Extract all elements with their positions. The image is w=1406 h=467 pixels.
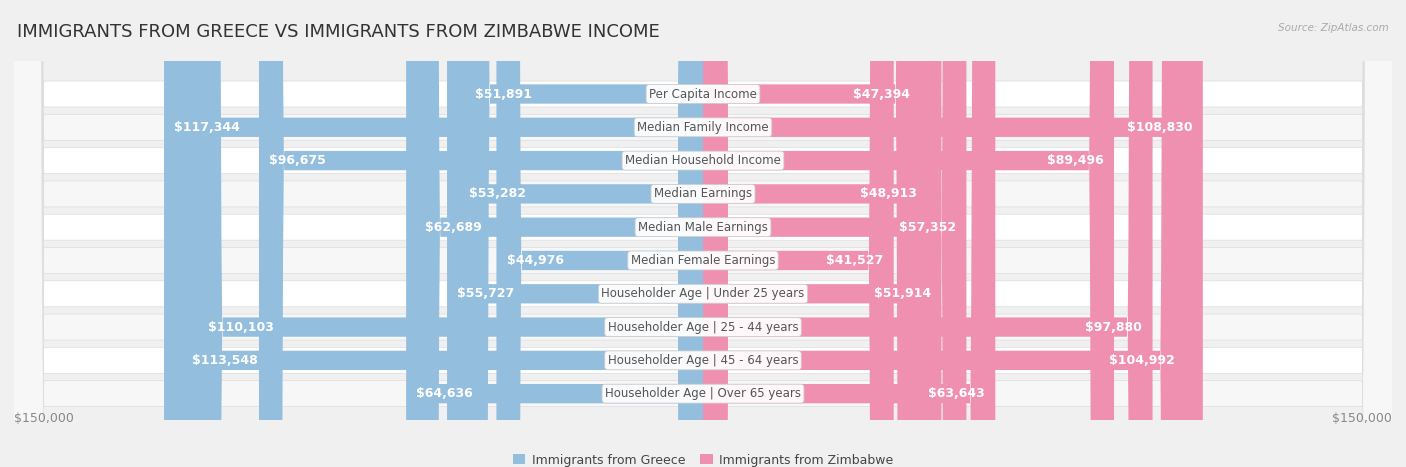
Text: $104,992: $104,992 xyxy=(1109,354,1175,367)
Text: $57,352: $57,352 xyxy=(898,221,956,234)
Text: $41,527: $41,527 xyxy=(827,254,883,267)
Text: $117,344: $117,344 xyxy=(174,121,240,134)
FancyBboxPatch shape xyxy=(7,0,1399,467)
FancyBboxPatch shape xyxy=(406,0,703,467)
Text: $113,548: $113,548 xyxy=(191,354,257,367)
FancyBboxPatch shape xyxy=(197,0,703,467)
FancyBboxPatch shape xyxy=(703,0,942,467)
FancyBboxPatch shape xyxy=(415,0,703,467)
FancyBboxPatch shape xyxy=(7,0,1399,467)
FancyBboxPatch shape xyxy=(7,0,1399,467)
Text: Median Family Income: Median Family Income xyxy=(637,121,769,134)
Text: $89,496: $89,496 xyxy=(1047,154,1104,167)
FancyBboxPatch shape xyxy=(7,0,1399,467)
FancyBboxPatch shape xyxy=(464,0,703,467)
FancyBboxPatch shape xyxy=(7,0,1399,467)
FancyBboxPatch shape xyxy=(703,0,995,467)
Text: Householder Age | Under 25 years: Householder Age | Under 25 years xyxy=(602,287,804,300)
Text: $96,675: $96,675 xyxy=(270,154,326,167)
Text: Source: ZipAtlas.com: Source: ZipAtlas.com xyxy=(1278,23,1389,33)
FancyBboxPatch shape xyxy=(703,0,1153,467)
Text: Per Capita Income: Per Capita Income xyxy=(650,87,756,100)
Text: Median Household Income: Median Household Income xyxy=(626,154,780,167)
Text: $44,976: $44,976 xyxy=(506,254,564,267)
FancyBboxPatch shape xyxy=(7,0,1399,467)
Text: $97,880: $97,880 xyxy=(1085,320,1142,333)
Text: Householder Age | Over 65 years: Householder Age | Over 65 years xyxy=(605,387,801,400)
Text: $63,643: $63,643 xyxy=(928,387,986,400)
FancyBboxPatch shape xyxy=(259,0,703,467)
Text: $108,830: $108,830 xyxy=(1126,121,1192,134)
Text: IMMIGRANTS FROM GREECE VS IMMIGRANTS FROM ZIMBABWE INCOME: IMMIGRANTS FROM GREECE VS IMMIGRANTS FRO… xyxy=(17,23,659,42)
FancyBboxPatch shape xyxy=(703,0,1185,467)
FancyBboxPatch shape xyxy=(7,0,1399,467)
Text: $110,103: $110,103 xyxy=(208,320,274,333)
Text: $48,913: $48,913 xyxy=(860,187,917,200)
Legend: Immigrants from Greece, Immigrants from Zimbabwe: Immigrants from Greece, Immigrants from … xyxy=(508,449,898,467)
Text: $51,891: $51,891 xyxy=(475,87,531,100)
Text: $53,282: $53,282 xyxy=(468,187,526,200)
Text: Householder Age | 45 - 64 years: Householder Age | 45 - 64 years xyxy=(607,354,799,367)
FancyBboxPatch shape xyxy=(496,0,703,467)
Text: $51,914: $51,914 xyxy=(875,287,931,300)
Text: $150,000: $150,000 xyxy=(14,412,75,425)
FancyBboxPatch shape xyxy=(703,0,928,467)
Text: Median Earnings: Median Earnings xyxy=(654,187,752,200)
FancyBboxPatch shape xyxy=(703,0,1114,467)
Text: Median Male Earnings: Median Male Earnings xyxy=(638,221,768,234)
FancyBboxPatch shape xyxy=(703,0,966,467)
FancyBboxPatch shape xyxy=(7,0,1399,467)
FancyBboxPatch shape xyxy=(458,0,703,467)
FancyBboxPatch shape xyxy=(447,0,703,467)
Text: $55,727: $55,727 xyxy=(457,287,515,300)
Text: $64,636: $64,636 xyxy=(416,387,474,400)
FancyBboxPatch shape xyxy=(7,0,1399,467)
Text: Median Female Earnings: Median Female Earnings xyxy=(631,254,775,267)
Text: $47,394: $47,394 xyxy=(853,87,910,100)
Text: $150,000: $150,000 xyxy=(1331,412,1392,425)
FancyBboxPatch shape xyxy=(703,0,921,467)
FancyBboxPatch shape xyxy=(7,0,1399,467)
FancyBboxPatch shape xyxy=(181,0,703,467)
FancyBboxPatch shape xyxy=(703,0,1204,467)
Text: $62,689: $62,689 xyxy=(426,221,482,234)
FancyBboxPatch shape xyxy=(165,0,703,467)
FancyBboxPatch shape xyxy=(703,0,894,467)
Text: Householder Age | 25 - 44 years: Householder Age | 25 - 44 years xyxy=(607,320,799,333)
